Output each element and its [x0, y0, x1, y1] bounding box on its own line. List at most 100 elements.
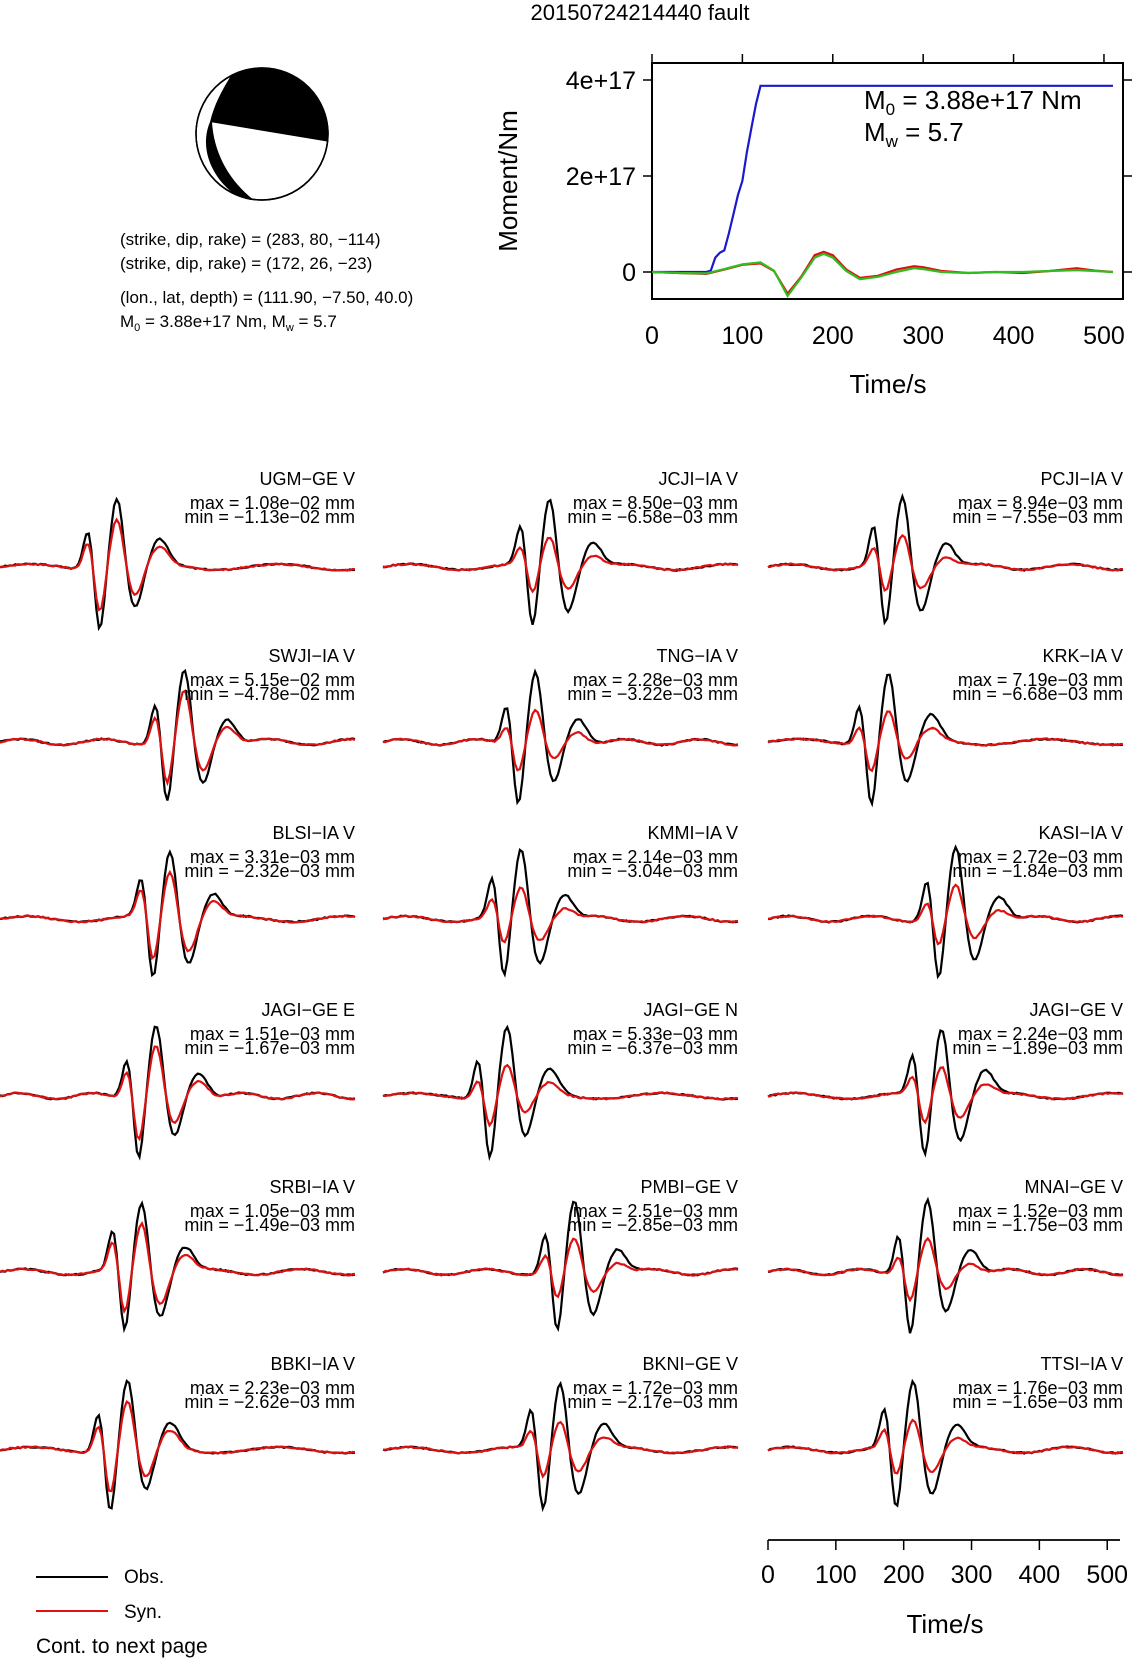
moment-x-tick-label: 100 — [722, 322, 764, 350]
beachball — [195, 67, 329, 201]
mechanism-line-2: (strike, dip, rake) = (172, 26, −23) — [120, 254, 372, 273]
mechanism-line-3: (lon., lat, depth) = (111.90, −7.50, 40.… — [120, 288, 413, 307]
station-name: BKNI−GE V — [642, 1354, 738, 1374]
station-min: min = −6.37e−03 mm — [567, 1038, 738, 1058]
station-name: SWJI−IA V — [268, 646, 355, 666]
time-axis-ticks: 0 100 200 300 400 500 — [761, 1539, 1128, 1589]
time-axis: 0 100 200 300 400 500 Time/s — [761, 1539, 1128, 1639]
moment-y-tick-label: 2e+17 — [566, 163, 636, 191]
station-name: KRK−IA V — [1042, 646, 1123, 666]
station-name: BLSI−IA V — [272, 823, 355, 843]
synthetic-trace — [767, 1066, 1124, 1125]
moment-annotation-m0: M0 = 3.88e+17 Nm — [864, 85, 1082, 119]
station-name: UGM−GE V — [259, 469, 355, 489]
moment-plot-frame — [651, 62, 1124, 300]
moment-chart: 0 100 200 300 400 500 0 2e+17 4e+17 Time/s Mome… — [493, 54, 1132, 399]
station-max: max = 2.14e−03 mm — [573, 847, 738, 867]
station-min: min = −1.65e−03 mm — [952, 1392, 1123, 1412]
moment-x-ticks: 0 100 200 300 400 500 — [645, 54, 1125, 350]
moment-series-line-3 — [651, 252, 1114, 299]
station-name: TNG−IA V — [656, 646, 738, 666]
time-axis-label: Time/s — [906, 1609, 983, 1639]
synthetic-trace — [382, 536, 739, 594]
time-axis-tick-label: 400 — [1019, 1561, 1061, 1589]
station-min: min = −2.85e−03 mm — [567, 1215, 738, 1235]
mechanism-info: (strike, dip, rake) = (283, 80, −114) (s… — [120, 230, 413, 334]
moment-y-tick-label: 0 — [622, 259, 636, 287]
station-min: min = −6.58e−03 mm — [567, 507, 738, 527]
station-min: min = −2.62e−03 mm — [184, 1392, 355, 1412]
station-max: max = 8.50e−03 mm — [573, 493, 738, 513]
station-max: max = 8.94e−03 mm — [958, 493, 1123, 513]
station-min: min = −7.55e−03 mm — [952, 507, 1123, 527]
moment-x-label: Time/s — [849, 369, 926, 399]
station-max: max = 1.51e−03 mm — [190, 1024, 355, 1044]
station-min: min = −2.32e−03 mm — [184, 861, 355, 881]
moment-x-tick-label: 500 — [1083, 322, 1125, 350]
figure-title: 20150724214440 fault — [531, 0, 750, 25]
station-name: JAGI−GE E — [261, 1000, 355, 1020]
station-max: max = 2.23e−03 mm — [190, 1378, 355, 1398]
station-name: JAGI−GE V — [1029, 1000, 1123, 1020]
synthetic-trace — [0, 869, 356, 961]
station-name: KASI−IA V — [1038, 823, 1123, 843]
station-min: min = −3.22e−03 mm — [567, 684, 738, 704]
legend-syn-label: Syn. — [124, 1602, 162, 1623]
moment-series-group — [651, 84, 1114, 299]
station-min: min = −3.04e−03 mm — [567, 861, 738, 881]
station-max: max = 7.19e−03 mm — [958, 670, 1123, 690]
synthetic-trace — [767, 710, 1124, 773]
station-name: SRBI−IA V — [269, 1177, 355, 1197]
station-min: min = −1.13e−02 mm — [184, 507, 355, 527]
legend-obs-label: Obs. — [124, 1567, 164, 1588]
mechanism-line-1: (strike, dip, rake) = (283, 80, −114) — [120, 230, 380, 249]
station-max: max = 3.31e−03 mm — [190, 847, 355, 867]
station-max: max = 2.51e−03 mm — [573, 1201, 738, 1221]
time-axis-tick-label: 500 — [1086, 1561, 1128, 1589]
moment-y-ticks: 0 2e+17 4e+17 — [566, 67, 1132, 287]
station-max: max = 1.72e−03 mm — [573, 1378, 738, 1398]
moment-x-tick-label: 200 — [812, 322, 854, 350]
station-max: max = 5.33e−03 mm — [573, 1024, 738, 1044]
synthetic-trace — [382, 886, 738, 944]
station-max: max = 5.15e−02 mm — [190, 670, 355, 690]
synthetic-trace — [767, 1236, 1124, 1303]
moment-y-label: Moment/Nm — [493, 110, 523, 252]
moment-series-line-1 — [652, 84, 1113, 274]
synthetic-trace — [0, 517, 356, 612]
station-min: min = −2.17e−03 mm — [567, 1392, 738, 1412]
station-min: min = −1.49e−03 mm — [184, 1215, 355, 1235]
synthetic-trace — [0, 1221, 356, 1315]
station-min: min = −1.67e−03 mm — [184, 1038, 355, 1058]
synthetic-trace — [382, 708, 739, 772]
synthetic-trace — [0, 689, 356, 787]
synthetic-trace — [767, 1418, 1124, 1475]
station-min: min = −1.89e−03 mm — [952, 1038, 1123, 1058]
station-max: max = 1.76e−03 mm — [958, 1378, 1123, 1398]
moment-y-tick-label: 4e+17 — [566, 67, 636, 95]
station-max: max = 1.05e−03 mm — [190, 1201, 355, 1221]
station-min: min = −6.68e−03 mm — [952, 684, 1123, 704]
station-name: JCJI−IA V — [658, 469, 738, 489]
legend: Obs. Syn. — [36, 1567, 164, 1623]
station-max: max = 1.52e−03 mm — [958, 1201, 1123, 1221]
moment-x-tick-label: 0 — [645, 322, 659, 350]
synthetic-trace — [382, 1063, 739, 1128]
station-max: max = 2.24e−03 mm — [958, 1024, 1123, 1044]
time-axis-tick-label: 300 — [951, 1561, 993, 1589]
